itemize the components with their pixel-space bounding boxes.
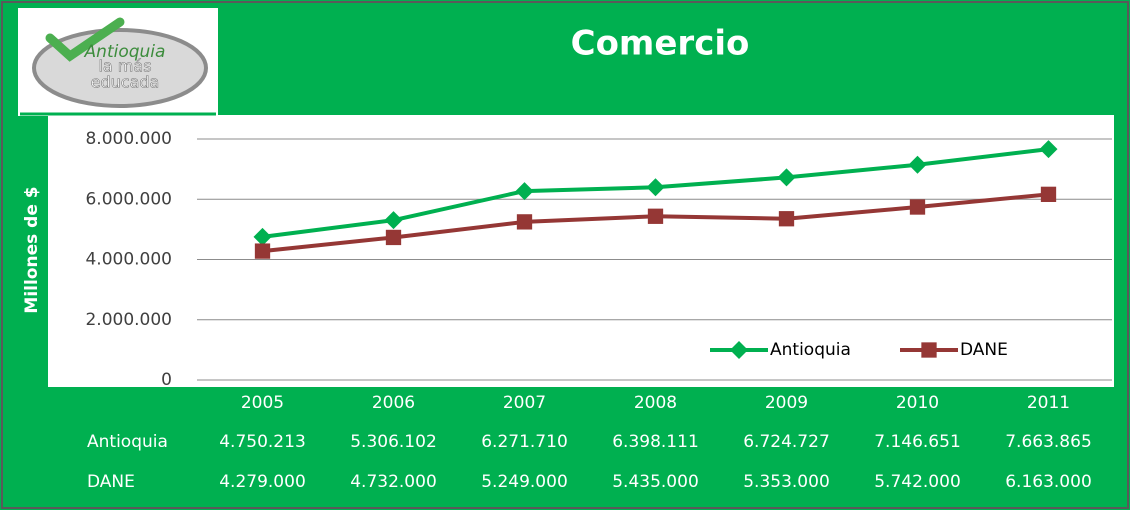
logo-check [45, 17, 125, 62]
table-cell: 4.279.000 [219, 472, 306, 492]
x-tick-label: 2007 [503, 393, 546, 413]
table-cell: 5.742.000 [874, 472, 961, 492]
table-cell: 4.750.213 [219, 432, 306, 452]
logo-text: educada [91, 73, 160, 92]
y-axis-label: Millones de $ [22, 186, 42, 313]
table-cell: 7.663.865 [1005, 432, 1092, 452]
table-cell: 5.306.102 [350, 432, 437, 452]
x-tick-label: 2009 [765, 393, 808, 413]
table-cell: 5.435.000 [612, 472, 699, 492]
table-row-label: Antioquia [87, 432, 168, 452]
x-tick-label: 2011 [1027, 393, 1070, 413]
legend-label: DANE [960, 340, 1008, 360]
marker [921, 342, 937, 358]
marker [647, 208, 664, 224]
logo-text: la más [98, 57, 151, 76]
x-tick-label: 2005 [241, 393, 284, 413]
legend-label: Antioquia [770, 340, 851, 360]
table-cell: 5.353.000 [743, 472, 830, 492]
table-cell: 6.271.710 [481, 432, 568, 452]
marker [1039, 140, 1058, 159]
table-cell: 6.398.111 [612, 432, 699, 452]
chart-title: Comercio [571, 24, 750, 64]
table-cell: 6.724.727 [743, 432, 830, 452]
marker [730, 341, 748, 359]
marker [908, 155, 927, 174]
y-tick-label: 8.000.000 [85, 129, 172, 149]
marker [777, 168, 796, 187]
table-cell: 6.163.000 [1005, 472, 1092, 492]
x-tick-label: 2008 [634, 393, 677, 413]
y-tick-label: 2.000.000 [85, 310, 172, 330]
marker [385, 229, 402, 246]
y-tick-label: 6.000.000 [85, 189, 172, 209]
table-cell: 7.146.651 [874, 432, 961, 452]
table-cell: 4.732.000 [350, 472, 437, 492]
y-tick-label: 0 [161, 370, 172, 390]
marker [384, 211, 403, 230]
logo-text: Antioquia [84, 42, 166, 62]
table-row-label: DANE [87, 472, 135, 492]
marker [646, 178, 665, 197]
table-cell: 5.249.000 [481, 472, 568, 492]
x-tick-label: 2006 [372, 393, 415, 413]
x-tick-label: 2010 [896, 393, 939, 413]
marker [1040, 186, 1057, 202]
y-tick-label: 4.000.000 [85, 250, 172, 270]
plot-area [48, 115, 1114, 387]
marker [515, 182, 534, 201]
marker [909, 199, 926, 215]
marker [253, 227, 272, 246]
marker [778, 211, 795, 227]
marker [254, 243, 271, 259]
marker [516, 214, 533, 230]
